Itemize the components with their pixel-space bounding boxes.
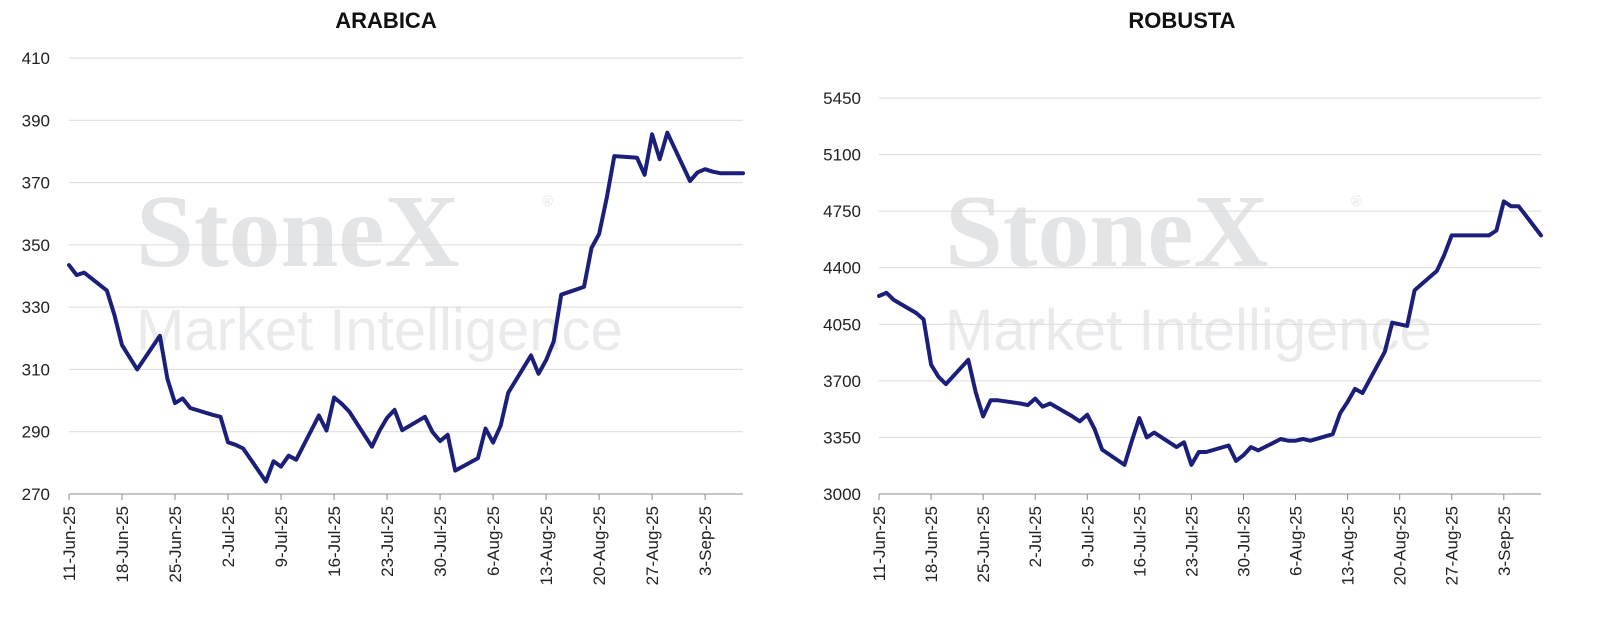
x-tick-label: 3-Sep-25 [696,506,715,576]
watermark-right: StoneX ® Market Intelligence [945,174,1432,363]
y-tick-label: 310 [22,360,50,379]
x-tick-label: 23-Jul-25 [1182,506,1201,577]
y-tick-label: 350 [22,236,50,255]
x-tick-label: 2-Jul-25 [1026,506,1045,567]
y-tick-label: 5100 [823,146,861,165]
x-tick-label: 30-Jul-25 [1234,506,1253,577]
watermark-left: StoneX ® Market Intelligence [136,174,623,363]
y-tick-label: 4400 [823,259,861,278]
series-line [877,199,1543,467]
x-tick-label: 18-Jun-25 [922,506,941,583]
x-tick-label: 20-Aug-25 [590,506,609,585]
y-tick-label: 4050 [823,315,861,334]
series-line [67,130,745,484]
x-tick-label: 11-Jun-25 [870,506,889,581]
x-tick-label: 18-Jun-25 [113,506,132,583]
y-tick-label: 330 [22,298,50,317]
watermark-registered: ® [542,193,553,210]
x-tick-label: 9-Jul-25 [1078,506,1097,567]
x-tick-label: 30-Jul-25 [431,506,450,577]
y-tick-label: 3350 [823,428,861,447]
x-tick-label: 13-Aug-25 [1339,506,1358,585]
x-tick-label: 27-Aug-25 [1443,506,1462,585]
x-tick-label: 27-Aug-25 [643,506,662,585]
x-tick-label: 3-Sep-25 [1495,506,1514,576]
y-tick-label: 5450 [823,89,861,108]
x-tick-label: 13-Aug-25 [537,506,556,585]
y-tick-label: 290 [22,423,50,442]
x-tick-label: 16-Jul-25 [1130,506,1149,577]
watermark-brand: StoneX [945,174,1269,289]
watermark-tagline: Market Intelligence [945,298,1432,363]
y-tick-label: 3700 [823,372,861,391]
y-tick-label: 390 [22,111,50,130]
x-tick-label: 25-Jun-25 [974,506,993,583]
x-tick-label: 9-Jul-25 [272,506,291,567]
x-tick-label: 2-Jul-25 [219,506,238,567]
x-tick-label: 20-Aug-25 [1391,506,1410,585]
x-tick-label: 23-Jul-25 [378,506,397,577]
x-tick-label: 6-Aug-25 [1287,506,1306,576]
chart-title-arabica: ARABICA [335,8,437,33]
watermark-registered: ® [1351,193,1362,210]
x-tick-label: 11-Jun-25 [60,506,79,581]
chart-title-robusta: ROBUSTA [1128,8,1235,33]
y-tick-label: 370 [22,174,50,193]
chart-arabica: 270 290 310 330 350 370 390 410 11-Jun-25 18-Jun-… [22,49,745,585]
x-tick-label: 16-Jul-25 [325,506,344,577]
y-tick-label: 410 [22,49,50,68]
y-tick-label: 270 [22,485,50,504]
y-tick-label: 3000 [823,485,861,504]
watermark-brand: StoneX [136,174,460,289]
x-tick-label: 25-Jun-25 [166,506,185,583]
chart-robusta: 3000 3350 3700 4050 4400 4750 5100 5450 11-Jun-2… [823,89,1543,585]
watermark-tagline: Market Intelligence [136,298,623,363]
y-tick-label: 4750 [823,202,861,221]
x-tick-label: 6-Aug-25 [484,506,503,576]
